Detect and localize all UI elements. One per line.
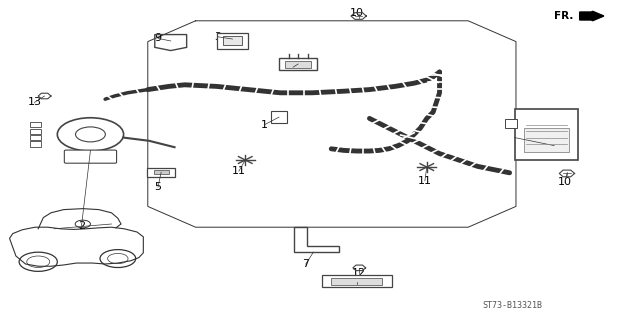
Text: 10: 10 xyxy=(350,8,364,18)
Bar xyxy=(279,58,317,70)
Bar xyxy=(147,168,175,177)
Bar xyxy=(30,135,41,140)
Bar xyxy=(271,111,287,123)
Bar xyxy=(524,128,569,152)
Bar xyxy=(331,278,382,285)
Bar xyxy=(285,61,311,68)
Bar xyxy=(154,170,169,174)
Text: 4: 4 xyxy=(550,140,558,151)
Text: 8: 8 xyxy=(289,62,297,72)
Text: 6: 6 xyxy=(354,279,360,289)
Bar xyxy=(322,275,392,287)
Text: 12: 12 xyxy=(352,268,366,278)
Text: 11: 11 xyxy=(232,166,246,176)
FancyArrow shape xyxy=(580,11,604,21)
Text: 10: 10 xyxy=(558,177,572,188)
Text: 9: 9 xyxy=(154,33,162,44)
Text: FR.: FR. xyxy=(554,11,573,21)
Bar xyxy=(30,129,41,134)
Text: 5: 5 xyxy=(155,182,161,192)
Text: ST73-B13321B: ST73-B13321B xyxy=(483,301,543,310)
Text: 7: 7 xyxy=(302,259,310,269)
Bar xyxy=(505,119,517,128)
FancyBboxPatch shape xyxy=(64,150,117,163)
Bar xyxy=(30,141,41,147)
Bar xyxy=(217,33,248,49)
Text: 2: 2 xyxy=(78,220,85,231)
Text: 11: 11 xyxy=(418,176,432,186)
Bar xyxy=(30,122,41,127)
Text: 13: 13 xyxy=(27,97,41,108)
Text: 3: 3 xyxy=(215,32,221,42)
Text: 1: 1 xyxy=(261,120,268,130)
Bar xyxy=(223,36,242,45)
Bar xyxy=(515,109,578,160)
